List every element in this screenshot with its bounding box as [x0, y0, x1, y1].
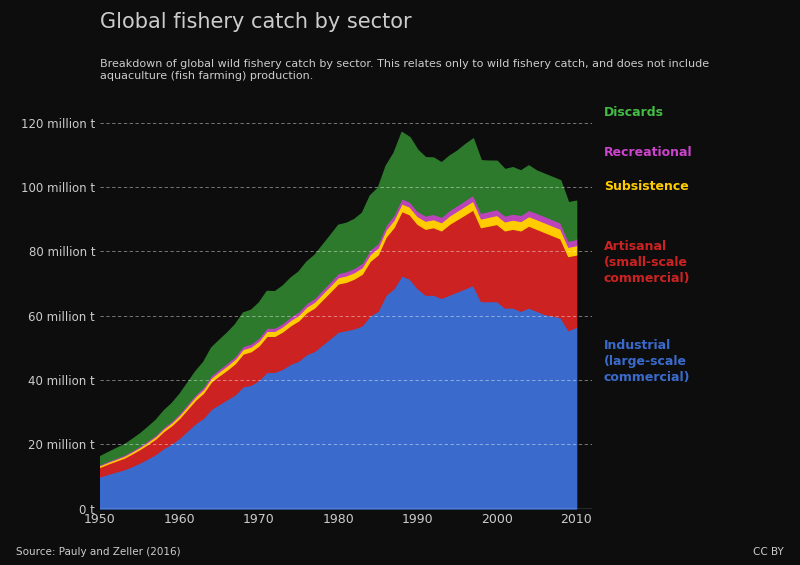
Text: Industrial
(large-scale
commercial): Industrial (large-scale commercial): [604, 339, 690, 384]
Text: Discards: Discards: [604, 106, 664, 120]
Text: Source: Pauly and Zeller (2016): Source: Pauly and Zeller (2016): [16, 546, 181, 557]
Text: CC BY: CC BY: [754, 546, 784, 557]
Text: Recreational: Recreational: [604, 146, 693, 159]
Text: Subsistence: Subsistence: [604, 180, 689, 193]
Text: Global fishery catch by sector: Global fishery catch by sector: [100, 12, 412, 32]
Text: Artisanal
(small-scale
commercial): Artisanal (small-scale commercial): [604, 240, 690, 285]
Text: Breakdown of global wild fishery catch by sector. This relates only to wild fish: Breakdown of global wild fishery catch b…: [100, 59, 709, 81]
